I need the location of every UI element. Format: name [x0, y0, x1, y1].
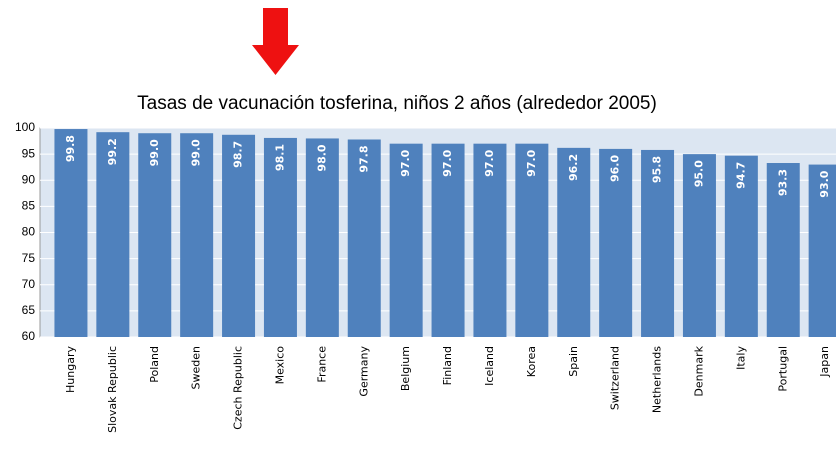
y-tick-label: 70 — [22, 277, 36, 291]
value-label: 93.0 — [818, 170, 831, 197]
bar — [180, 133, 214, 337]
x-tick-label: Mexico — [273, 346, 286, 385]
bar — [431, 143, 465, 337]
bar — [96, 132, 130, 337]
value-label: 96.0 — [609, 155, 622, 182]
bar — [54, 129, 88, 337]
x-tick-label: Portugal — [776, 346, 789, 392]
x-tick-label: Spain — [567, 346, 580, 377]
bar — [263, 137, 297, 337]
value-label: 96.2 — [567, 154, 580, 181]
y-tick-label: 80 — [22, 225, 36, 239]
x-tick-label: Hungary — [64, 346, 77, 393]
chart-title: Tasas de vacunación tosferina, niños 2 a… — [137, 93, 657, 114]
x-tick-label: Italy — [734, 346, 747, 370]
y-tick-label: 85 — [22, 199, 36, 213]
bar — [473, 143, 507, 337]
x-tick-label: Slovak Republic — [106, 346, 119, 433]
value-label: 98.7 — [232, 141, 245, 168]
x-tick-label: Netherlands — [651, 346, 664, 413]
y-tick-label: 100 — [15, 120, 35, 134]
y-tick-label: 75 — [22, 251, 36, 265]
value-label: 95.0 — [692, 160, 705, 187]
value-label: 99.8 — [64, 135, 77, 162]
value-label: 99.0 — [148, 139, 161, 166]
value-label: 97.0 — [441, 149, 454, 176]
bar — [389, 143, 423, 337]
x-tick-label: Japan — [818, 346, 831, 378]
x-tick-label: Finland — [441, 346, 454, 385]
value-label: 98.0 — [315, 144, 328, 171]
y-tick-label: 65 — [22, 303, 36, 317]
bar — [222, 134, 256, 337]
value-label: 99.2 — [106, 138, 119, 165]
y-tick-label: 95 — [22, 146, 36, 160]
bar — [557, 147, 591, 337]
x-tick-label: Iceland — [483, 346, 496, 386]
bar — [641, 149, 675, 337]
value-label: 93.3 — [776, 169, 789, 196]
x-tick-label: Korea — [525, 346, 538, 377]
x-tick-label: Poland — [148, 346, 161, 383]
arrow-shaft — [263, 8, 288, 46]
x-tick-label: Germany — [357, 346, 370, 397]
value-label: 97.0 — [525, 149, 538, 176]
arrow-head — [252, 45, 299, 75]
bar — [305, 138, 339, 337]
value-label: 95.8 — [651, 156, 664, 183]
bar — [766, 163, 800, 337]
x-tick-label: Sweden — [190, 346, 203, 389]
value-label: 97.0 — [483, 149, 496, 176]
x-tick-label: Denmark — [692, 345, 705, 396]
x-tick-label: Belgium — [399, 346, 412, 391]
bar — [599, 148, 633, 337]
value-label: 99.0 — [190, 139, 203, 166]
value-label: 97.8 — [357, 145, 370, 172]
value-label: 94.7 — [734, 162, 747, 189]
value-label: 97.0 — [399, 149, 412, 176]
x-tick-label: France — [315, 346, 328, 383]
bar — [724, 155, 758, 337]
bar — [138, 133, 172, 337]
bar — [808, 164, 836, 337]
y-tick-label: 60 — [22, 329, 36, 343]
bar — [347, 139, 381, 337]
y-tick-label: 90 — [22, 172, 36, 186]
bar — [682, 154, 716, 337]
x-tick-label: Czech Republic — [232, 346, 245, 430]
x-tick-label: Switzerland — [609, 346, 622, 410]
bar — [515, 143, 549, 337]
value-label: 98.1 — [273, 144, 286, 171]
